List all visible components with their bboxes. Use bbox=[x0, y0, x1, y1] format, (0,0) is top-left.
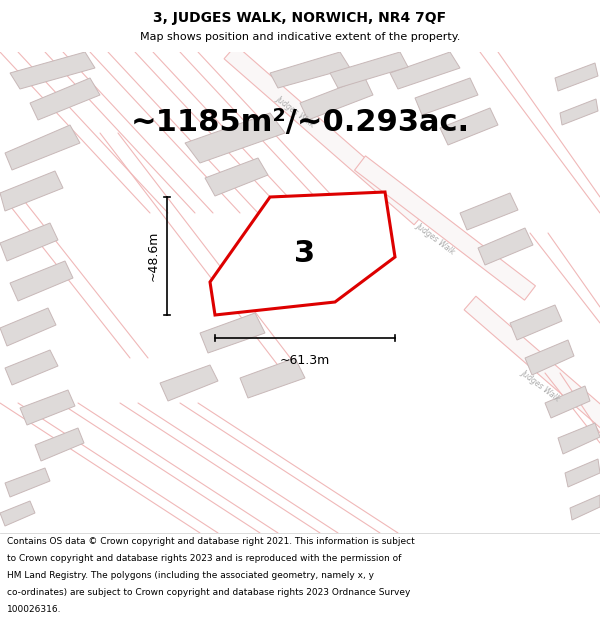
Polygon shape bbox=[355, 156, 535, 300]
Polygon shape bbox=[525, 340, 574, 375]
Text: Judges Walk: Judges Walk bbox=[414, 221, 456, 256]
Text: ~61.3m: ~61.3m bbox=[280, 354, 330, 367]
Polygon shape bbox=[5, 125, 80, 170]
Text: Judges Walk: Judges Walk bbox=[274, 94, 316, 129]
Text: HM Land Registry. The polygons (including the associated geometry, namely x, y: HM Land Registry. The polygons (includin… bbox=[7, 571, 374, 580]
Polygon shape bbox=[160, 365, 218, 401]
Polygon shape bbox=[415, 78, 478, 115]
Polygon shape bbox=[390, 52, 460, 89]
Text: Map shows position and indicative extent of the property.: Map shows position and indicative extent… bbox=[140, 32, 460, 43]
Polygon shape bbox=[20, 390, 75, 425]
Text: 3: 3 bbox=[295, 239, 316, 268]
Polygon shape bbox=[185, 113, 285, 163]
Polygon shape bbox=[10, 261, 73, 301]
Text: Judges Walk: Judges Walk bbox=[519, 368, 561, 402]
Polygon shape bbox=[0, 308, 56, 346]
Polygon shape bbox=[560, 99, 598, 125]
Text: 100026316.: 100026316. bbox=[7, 605, 62, 614]
Text: co-ordinates) are subject to Crown copyright and database rights 2023 Ordnance S: co-ordinates) are subject to Crown copyr… bbox=[7, 588, 410, 597]
Polygon shape bbox=[330, 52, 408, 88]
Polygon shape bbox=[240, 358, 305, 398]
Text: ~48.6m: ~48.6m bbox=[146, 231, 160, 281]
Polygon shape bbox=[35, 428, 84, 461]
Polygon shape bbox=[570, 495, 600, 520]
Polygon shape bbox=[558, 423, 600, 454]
Polygon shape bbox=[210, 192, 395, 315]
Polygon shape bbox=[224, 45, 426, 225]
Polygon shape bbox=[555, 63, 598, 91]
Polygon shape bbox=[10, 52, 95, 89]
Polygon shape bbox=[5, 468, 50, 497]
Polygon shape bbox=[200, 313, 265, 353]
Text: ~1185m²/~0.293ac.: ~1185m²/~0.293ac. bbox=[130, 109, 470, 138]
Polygon shape bbox=[205, 158, 268, 196]
Text: to Crown copyright and database rights 2023 and is reproduced with the permissio: to Crown copyright and database rights 2… bbox=[7, 554, 401, 562]
Polygon shape bbox=[0, 501, 35, 526]
Text: Contains OS data © Crown copyright and database right 2021. This information is : Contains OS data © Crown copyright and d… bbox=[7, 537, 415, 546]
Polygon shape bbox=[300, 78, 373, 120]
Polygon shape bbox=[270, 52, 350, 88]
Text: 3, JUDGES WALK, NORWICH, NR4 7QF: 3, JUDGES WALK, NORWICH, NR4 7QF bbox=[154, 11, 446, 26]
Polygon shape bbox=[30, 78, 100, 120]
Polygon shape bbox=[545, 386, 590, 418]
Polygon shape bbox=[510, 305, 562, 340]
Polygon shape bbox=[5, 350, 58, 385]
Polygon shape bbox=[0, 223, 58, 261]
Polygon shape bbox=[478, 228, 533, 265]
Polygon shape bbox=[0, 171, 63, 211]
Polygon shape bbox=[460, 193, 518, 230]
Polygon shape bbox=[464, 296, 600, 440]
Polygon shape bbox=[440, 108, 498, 145]
Polygon shape bbox=[565, 459, 600, 487]
